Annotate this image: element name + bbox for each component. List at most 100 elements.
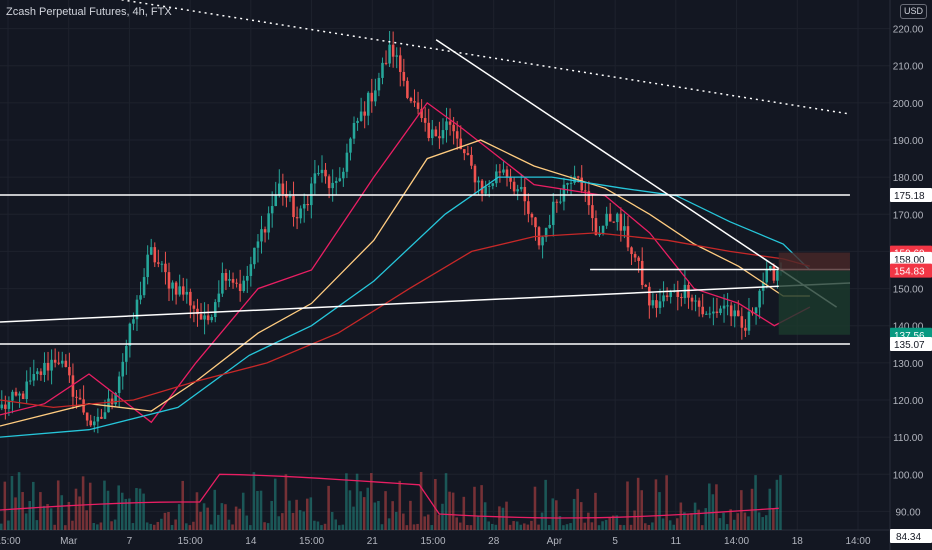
volume-bar: [736, 513, 740, 530]
moving-average-line: [0, 232, 811, 409]
volume-bar: [565, 524, 569, 530]
volume-bar: [729, 509, 732, 530]
candle-body: [167, 272, 171, 289]
candle-body: [306, 204, 310, 206]
volume-bar: [747, 516, 750, 530]
volume-bar: [441, 503, 444, 530]
candle-body: [662, 295, 665, 302]
candle-body: [519, 186, 523, 190]
candle-body: [253, 247, 256, 265]
volume-bar: [117, 485, 120, 530]
volume-bar: [202, 503, 206, 530]
volume-bar: [523, 523, 526, 530]
volume-bar: [555, 500, 558, 530]
volume-bar: [359, 491, 362, 530]
volume-bar: [672, 524, 676, 530]
volume-bar: [583, 522, 587, 530]
candle-body: [213, 302, 217, 318]
volume-bar: [622, 525, 626, 530]
candle-body: [498, 171, 502, 173]
volume-bar: [106, 490, 110, 530]
candle-body: [270, 206, 274, 214]
take-profit-zone: [778, 270, 850, 335]
candle-body: [53, 359, 57, 363]
candle-body: [39, 371, 43, 375]
volume-bar: [530, 520, 533, 530]
candle-body: [374, 90, 377, 102]
candle-body: [0, 404, 4, 409]
volume-bar: [99, 522, 103, 530]
candle-body: [21, 393, 25, 400]
volume-bar: [434, 479, 437, 530]
candle-body: [434, 129, 438, 137]
volume-bar: [494, 524, 498, 530]
candle-body: [149, 247, 153, 255]
candle-body: [598, 234, 601, 236]
volume-bar: [423, 516, 426, 530]
candle-body: [210, 317, 213, 321]
volume-bar: [64, 525, 67, 530]
volume-bar: [277, 516, 281, 530]
volume-bar: [213, 489, 217, 530]
volume-bar: [426, 514, 430, 530]
volume-bar: [28, 501, 32, 530]
candle-body: [125, 345, 128, 362]
candle-body: [569, 182, 573, 184]
volume-bar: [419, 471, 423, 530]
x-tick-label: 5: [612, 536, 618, 547]
volume-ma-line: [0, 473, 779, 519]
x-tick-label: 28: [488, 536, 500, 547]
volume-bar: [174, 519, 177, 530]
candle-body: [331, 182, 334, 189]
candle-body: [50, 359, 53, 371]
currency-badge[interactable]: USD: [900, 4, 928, 19]
volume-bar: [113, 519, 117, 530]
volume-bar: [110, 521, 113, 530]
candle-body: [566, 183, 569, 185]
candle-body: [114, 392, 117, 405]
volume-bar: [697, 509, 700, 530]
volume-bar: [209, 524, 213, 530]
candle-body: [189, 291, 192, 306]
volume-bar: [170, 524, 174, 530]
candle-body: [445, 121, 448, 131]
candle-body: [78, 397, 82, 400]
volume-bar: [156, 521, 160, 530]
last-price-badge: [890, 529, 932, 543]
price-label-badge: [890, 251, 932, 266]
candle-body: [470, 154, 473, 166]
candle-body: [381, 62, 384, 78]
candle-body: [139, 295, 142, 300]
volume-bar: [505, 501, 508, 530]
volume-bar: [32, 481, 35, 530]
volume-bar: [462, 496, 466, 530]
volume-bar: [430, 525, 434, 530]
volume-bar: [120, 492, 124, 530]
candle-body: [630, 247, 633, 255]
volume-bar: [398, 480, 402, 530]
volume-bar: [60, 495, 64, 530]
volume-bar: [263, 522, 266, 530]
volume-bar: [74, 488, 78, 530]
volume-bar: [601, 521, 604, 530]
volume-bar: [234, 506, 238, 530]
volume-bar: [241, 492, 245, 530]
candle-body: [278, 183, 281, 196]
candle-body: [395, 55, 398, 57]
volume-bar: [693, 502, 697, 530]
candle-body: [274, 195, 278, 207]
candle-body: [619, 213, 623, 231]
volume-bar: [558, 516, 562, 530]
candle-body: [142, 277, 146, 296]
volume-bar: [576, 488, 579, 530]
volume-bar: [142, 493, 145, 530]
candle-body: [541, 237, 544, 246]
volume-bar: [377, 500, 380, 530]
candle-body: [438, 136, 441, 139]
candle-body: [221, 273, 224, 294]
volume-bar: [498, 506, 501, 530]
volume-bar: [85, 510, 88, 530]
volume-bar: [391, 501, 394, 530]
